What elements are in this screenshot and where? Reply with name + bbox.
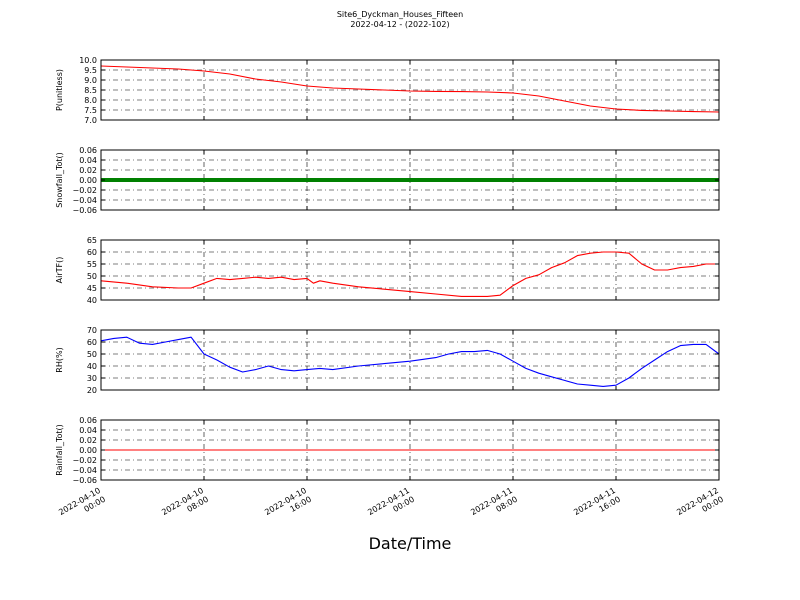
panel-1-ytick-label-3: 8.0 — [84, 96, 97, 105]
x-tick-label-6: 2022-04-1116:00 — [572, 486, 622, 526]
x-tick-label-3: 2022-04-1016:00 — [263, 486, 313, 526]
panel-2-ytick-label-6: 0.04 — [79, 156, 97, 165]
panel-2-ytick-label-1: −0.06 — [72, 206, 97, 215]
panel-4-ytick-label-5: 60 — [87, 338, 97, 347]
panel-1-ytick-label-6: 9.5 — [84, 66, 97, 75]
panel-3-ytick-label-2: 45 — [87, 284, 97, 293]
panel-2-ytick-label-2: −0.04 — [72, 196, 97, 205]
panel-5-ytick-label-3: −0.02 — [72, 456, 97, 465]
panel-2-ylabel: Snowfall_Tot() — [55, 152, 64, 208]
panel-1-ytick-label-5: 9.0 — [84, 76, 97, 85]
panel-2: −0.06−0.04−0.020.000.020.040.06 Snowfall_… — [55, 146, 720, 215]
panel-1: 7.07.58.08.59.09.510.0 P(unitless) — [55, 56, 720, 125]
panel-5-ytick-label-4: 0.00 — [79, 446, 97, 455]
panel-4-ytick-label-3: 40 — [87, 362, 97, 371]
panel-5-ytick-label-2: −0.04 — [72, 466, 97, 475]
panel-5-ytick-label-1: −0.06 — [72, 476, 97, 485]
panel-3-ylabel: AirTF() — [55, 257, 64, 284]
panel-4: 20 30 40 50 60 70 RH(%) — [55, 326, 720, 395]
panel-4-ytick-label-4: 50 — [87, 350, 97, 359]
panel-3-ytick-label-5: 60 — [87, 248, 97, 257]
panel-4-ylabel: RH(%) — [55, 347, 64, 372]
panel-1-ytick-label-7: 10.0 — [79, 56, 97, 65]
panel-3-ytick-label-4: 55 — [87, 260, 97, 269]
panel-1-ytick-label-2: 7.5 — [84, 106, 97, 115]
panel-5-ytick-label-5: 0.02 — [79, 436, 97, 445]
panel-2-ytick-label-3: −0.02 — [72, 186, 97, 195]
panel-4-ytick-label-2: 30 — [87, 374, 97, 383]
panel-1-series-line — [100, 65, 720, 113]
panel-3-ytick-label-3: 50 — [87, 272, 97, 281]
panel-5: −0.06−0.04−0.020.000.020.040.06 Rainfall_… — [55, 416, 720, 485]
x-tick-label-1: 2022-04-1000:00 — [57, 486, 107, 526]
panel-4-ytick-label-6: 70 — [87, 326, 97, 335]
x-tick-label-7: 2022-04-1200:00 — [675, 486, 725, 526]
x-axis-label: Date/Time — [368, 534, 452, 553]
panel-3-ytick-label-6: 65 — [87, 236, 97, 245]
panel-2-ytick-label-5: 0.02 — [79, 166, 97, 175]
chart-title: Site6_Dyckman_Houses_Fifteen — [336, 10, 464, 19]
panel-1-ytick-label-4: 8.5 — [84, 86, 97, 95]
panel-2-ytick-label-4: 0.00 — [79, 176, 97, 185]
x-tick-label-5: 2022-04-1108:00 — [469, 486, 519, 526]
panel-5-ytick-label-7: 0.06 — [79, 416, 97, 425]
panel-1-ytick-label-1: 7.0 — [84, 116, 97, 125]
panel-4-series-line — [100, 336, 720, 387]
panel-3: 40 45 50 55 60 65 AirTF() — [55, 236, 720, 305]
panel-2-ytick-label-7: 0.06 — [79, 146, 97, 155]
x-tick-label-2: 2022-04-1008:00 — [160, 486, 210, 526]
panel-1-ylabel: P(unitless) — [55, 69, 64, 111]
panel-5-ylabel: Rainfall_Tot() — [55, 424, 64, 476]
chart-title-block: Site6_Dyckman_Houses_Fifteen 2022-04-12 … — [0, 10, 800, 30]
x-tick-label-4: 2022-04-1100:00 — [366, 486, 416, 526]
panel-3-series-line — [100, 251, 719, 297]
panel-4-ytick-label-1: 20 — [87, 386, 97, 395]
panel-5-ytick-label-6: 0.04 — [79, 426, 97, 435]
chart-subtitle: 2022-04-12 - (2022-102) — [350, 20, 450, 29]
panel-3-ytick-label-1: 40 — [87, 296, 97, 305]
